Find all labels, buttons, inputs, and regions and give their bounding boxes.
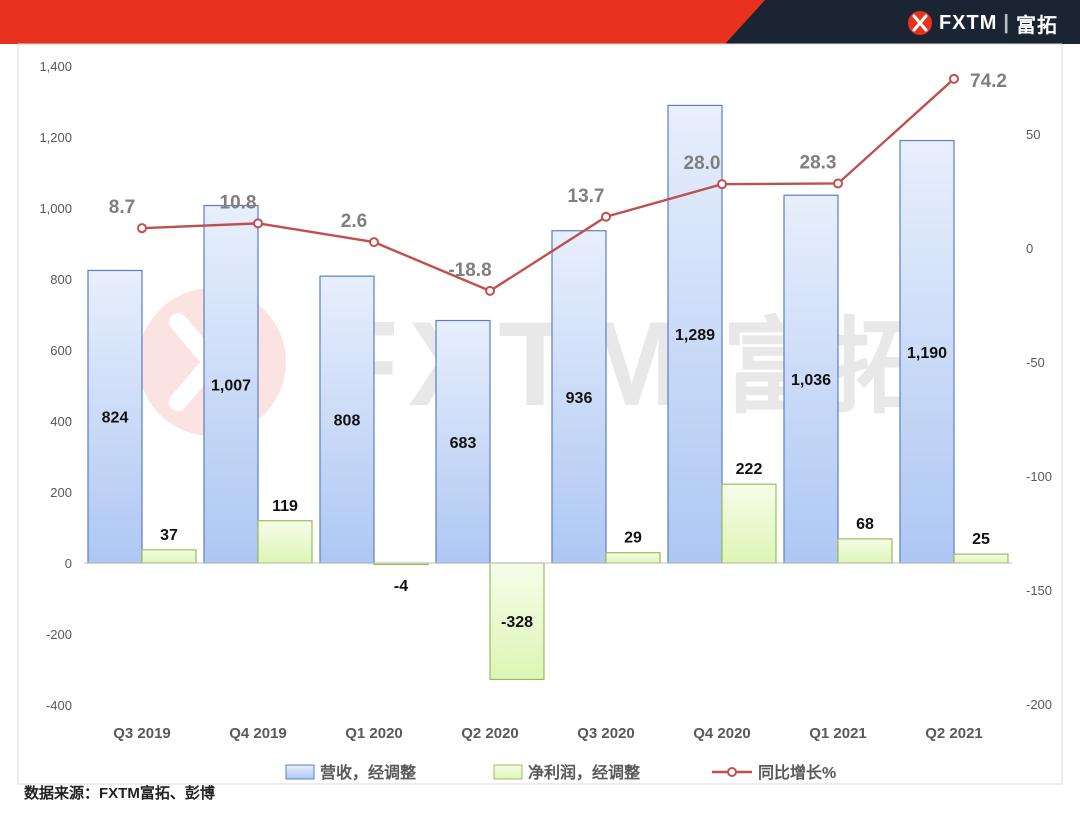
revenue-bar — [783, 194, 839, 564]
y-left-tick-label: 800 — [50, 272, 72, 287]
profit-data-label: -4 — [394, 578, 408, 595]
y-left-tick-label: 1,400 — [39, 59, 72, 74]
x-tick-label: Q4 2020 — [693, 725, 751, 742]
y-left-tick-label: 200 — [50, 485, 72, 500]
y-right-tick-label: -200 — [1026, 697, 1052, 712]
revenue-data-label: 808 — [334, 413, 361, 430]
growth-point — [253, 218, 263, 229]
legend-profit-swatch — [493, 764, 523, 780]
revenue-data-label: 1,036 — [791, 372, 831, 389]
profit-bar — [489, 562, 545, 681]
growth-point — [485, 285, 495, 296]
y-left-tick-label: 1,200 — [39, 130, 72, 145]
header-banner — [0, 0, 1080, 44]
x-tick-label: Q4 2019 — [229, 725, 287, 742]
x-tick-label: Q2 2020 — [461, 725, 519, 742]
growth-data-label: 28.0 — [684, 153, 721, 174]
growth-point — [833, 178, 843, 189]
y-left-tick-label: 0 — [65, 556, 72, 571]
growth-data-label: 2.6 — [341, 211, 367, 232]
profit-data-label: 119 — [272, 498, 298, 515]
growth-data-label: 13.7 — [568, 186, 605, 207]
fxtm-logo-icon — [907, 11, 932, 35]
profit-bar — [837, 538, 893, 564]
y-left-tick-label: 1,000 — [39, 201, 72, 216]
revenue-data-label: 936 — [566, 390, 593, 407]
profit-bar — [141, 549, 197, 564]
revenue-data-label: 1,190 — [907, 345, 947, 362]
y-right-tick-label: -50 — [1026, 355, 1045, 370]
revenue-bar — [87, 269, 143, 564]
y-right-tick-label: -150 — [1026, 583, 1052, 598]
growth-data-label: -18.8 — [448, 260, 491, 281]
profit-data-label: -328 — [501, 614, 533, 631]
logo-divider: | — [1003, 11, 1010, 34]
logo-text: FXTM — [938, 11, 998, 34]
x-tick-label: Q1 2021 — [809, 725, 867, 742]
profit-data-label: 37 — [160, 527, 178, 544]
revenue-data-label: 1,289 — [675, 327, 715, 344]
growth-point — [717, 179, 727, 190]
profit-bar — [953, 553, 1009, 564]
growth-data-label: 8.7 — [109, 197, 135, 218]
revenue-bar — [551, 230, 607, 564]
growth-data-label: 74.2 — [970, 71, 1007, 92]
y-left-tick-label: -200 — [46, 627, 72, 642]
plot-border — [17, 43, 1063, 785]
source-note: 数据来源：FXTM富拓、彭博 — [24, 785, 215, 802]
y-left-tick-label: 600 — [50, 343, 72, 358]
profit-bar — [257, 520, 313, 564]
legend-revenue-swatch — [285, 764, 315, 780]
growth-line — [141, 77, 955, 293]
revenue-bar — [435, 319, 491, 564]
y-right-tick-label: -100 — [1026, 469, 1052, 484]
logo-cn-text: 富拓 — [1016, 14, 1058, 37]
growth-point — [137, 223, 147, 234]
y-left-tick-label: 400 — [50, 414, 72, 429]
growth-point — [369, 237, 379, 248]
x-tick-label: Q3 2019 — [113, 725, 171, 742]
y-right-tick-label: 0 — [1026, 241, 1033, 256]
legend-revenue-label: 营收，经调整 — [320, 763, 416, 782]
growth-data-label: 28.3 — [800, 152, 837, 173]
y-right-tick-label: 50 — [1026, 127, 1040, 142]
brand-logo: FXTM | 富拓 — [907, 8, 1058, 38]
x-tick-label: Q3 2020 — [577, 725, 635, 742]
profit-bar — [605, 552, 661, 564]
revenue-bar — [899, 139, 955, 564]
revenue-bar — [667, 104, 723, 564]
growth-point — [601, 211, 611, 222]
revenue-data-label: 824 — [102, 410, 129, 427]
profit-data-label: 68 — [856, 516, 874, 533]
growth-point — [949, 73, 959, 84]
legend-profit-label: 净利润，经调整 — [528, 763, 640, 782]
y-left-tick-label: -400 — [46, 698, 72, 713]
legend-growth-label: 同比增长% — [758, 763, 836, 782]
revenue-data-label: 1,007 — [211, 377, 251, 394]
profit-data-label: 222 — [736, 461, 763, 478]
x-tick-label: Q2 2021 — [925, 725, 983, 742]
growth-data-label: 10.8 — [220, 192, 257, 213]
x-tick-label: Q1 2020 — [345, 725, 403, 742]
watermark-text: FXTM — [325, 297, 692, 431]
legend-growth-marker — [727, 767, 737, 777]
profit-bar — [721, 483, 777, 564]
profit-data-label: 25 — [972, 531, 990, 548]
revenue-data-label: 683 — [450, 435, 477, 452]
profit-data-label: 29 — [624, 530, 642, 547]
